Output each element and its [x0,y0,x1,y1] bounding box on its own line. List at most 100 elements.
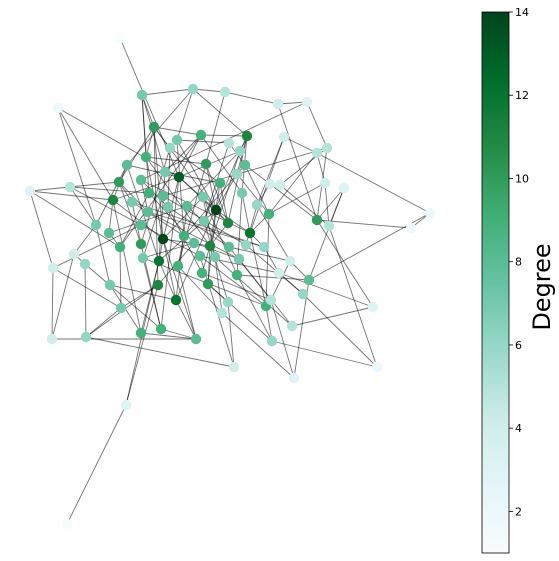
network-edge [271,340,378,368]
network-edge [291,306,374,327]
network-edge [236,274,310,281]
colorbar-gradient [481,11,510,554]
network-node [68,248,80,260]
colorbar-tick-label: 10 [515,172,529,185]
network-node [338,182,350,194]
network-node [231,168,243,180]
network-edge [268,182,326,215]
network-node [195,129,207,141]
network-node [46,333,58,345]
network-node [47,262,59,274]
network-edge [120,284,159,309]
network-node [90,219,102,231]
network-node [251,199,263,211]
network-edge [95,164,128,226]
network-edge [84,263,162,330]
network-node [126,196,138,208]
network-edge [215,173,238,211]
network-edge [175,299,197,340]
network-node [79,258,91,270]
network-edge [214,256,293,327]
network-edge [205,91,226,165]
network-node [24,185,36,197]
network-node [178,230,190,242]
network-edge [85,336,235,368]
network-edge [270,299,295,379]
network-edge [153,126,202,136]
network-node [223,137,235,149]
network-edge [228,246,291,262]
network-edge [57,107,114,201]
network-edge [269,183,318,221]
network-edge [109,284,177,301]
network-node [194,250,206,262]
network-edge [219,182,229,224]
network-edge [256,136,285,206]
network-node [64,181,76,193]
network-node [210,204,222,216]
network-node [173,171,185,183]
network-edge [69,186,97,226]
network-node [152,279,164,291]
network-node [52,102,64,114]
network-edge [306,101,328,149]
network-edge [140,101,308,181]
network-edge [176,139,230,144]
network-edge [283,136,318,154]
network-node [137,252,149,264]
network-edge [221,312,295,379]
network-edge [256,204,291,262]
network-node [240,239,252,251]
network-edge [227,301,235,368]
network-node [266,335,278,347]
network-node [228,361,240,373]
network-edge [29,190,121,248]
network-node [113,176,125,188]
network-edge [29,190,54,269]
network-edge [141,94,147,158]
network-node [202,278,214,290]
network-edge [200,134,243,194]
network-edge [145,156,211,247]
network-node [114,32,126,44]
network-edge [175,135,248,301]
network-node [148,121,160,133]
network-edge [278,272,374,308]
network-edge [142,242,195,259]
network-node [239,159,251,171]
network-edge [167,147,171,208]
network-edge [302,293,378,368]
network-node [222,296,234,308]
network-node [171,134,183,146]
network-edge [57,107,180,178]
network-node [323,220,335,232]
network-edge [147,211,240,260]
network-edge [119,246,122,309]
network-node [135,219,147,231]
network-node [297,288,309,300]
network-node [172,260,184,272]
network-node [241,130,253,142]
network-edge [224,91,279,105]
network-edge [176,88,194,141]
network-node [115,302,127,314]
network-node [321,142,333,154]
network-node [120,399,132,411]
network-node [107,194,119,206]
network-edge [141,88,194,96]
network-edge [186,150,241,207]
network-node [159,166,171,178]
network-node [104,279,116,291]
network-edge [126,164,180,178]
network-edge [167,206,230,248]
network-node [209,251,221,263]
network-node [135,174,147,186]
network-edge [29,190,114,201]
network-node [236,187,248,199]
network-edge [52,224,142,269]
network-edge [277,103,318,221]
network-edge [244,164,271,185]
nodes-layer [24,32,436,530]
network-edge [85,307,122,338]
network-node [231,269,243,281]
